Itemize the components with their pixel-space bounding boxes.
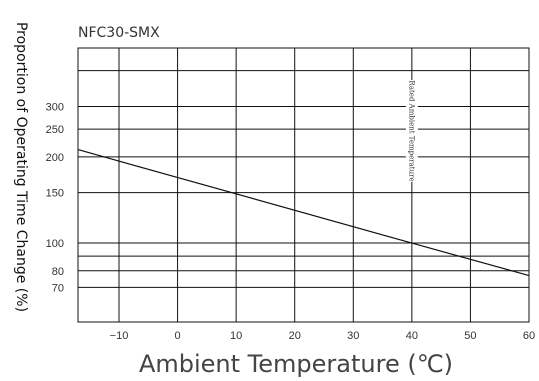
y-tick-label: 70 <box>52 282 64 294</box>
y-tick-label: 100 <box>46 238 64 250</box>
x-tick-label: 40 <box>406 330 418 342</box>
x-tick-label: −10 <box>110 330 129 342</box>
annotation-layer: Rated Ambient Temperature <box>405 80 418 182</box>
x-tick-label: 10 <box>230 330 242 342</box>
x-tick-label: 50 <box>464 330 476 342</box>
y-tick-labels: 70 80 100 150 200 250 300 <box>46 101 64 294</box>
x-tick-label: 20 <box>289 330 301 342</box>
chart-title: NFC30-SMX <box>78 25 160 41</box>
y-tick-label: 300 <box>46 101 64 113</box>
annotation-background <box>405 80 418 182</box>
x-tick-label: 60 <box>523 330 535 342</box>
plot-frame <box>77 47 530 323</box>
grid <box>78 48 530 322</box>
x-tick-labels: −10 0 10 20 30 40 50 60 <box>110 330 535 342</box>
y-tick-label: 150 <box>46 188 64 200</box>
y-tick-label: 200 <box>46 152 64 164</box>
x-tick-label: 30 <box>347 330 359 342</box>
annotation-rated-ambient-temperature: Rated Ambient Temperature <box>407 80 415 181</box>
y-tick-label: 80 <box>52 266 64 278</box>
series-layer <box>77 149 530 277</box>
x-tick-label: 0 <box>175 330 181 342</box>
series-line-0 <box>77 149 530 277</box>
x-axis-label: Ambient Temperature (℃) <box>139 350 453 378</box>
y-axis-label: Proportion of Operating Time Change (%) <box>13 22 29 312</box>
y-tick-label: 250 <box>46 124 64 136</box>
